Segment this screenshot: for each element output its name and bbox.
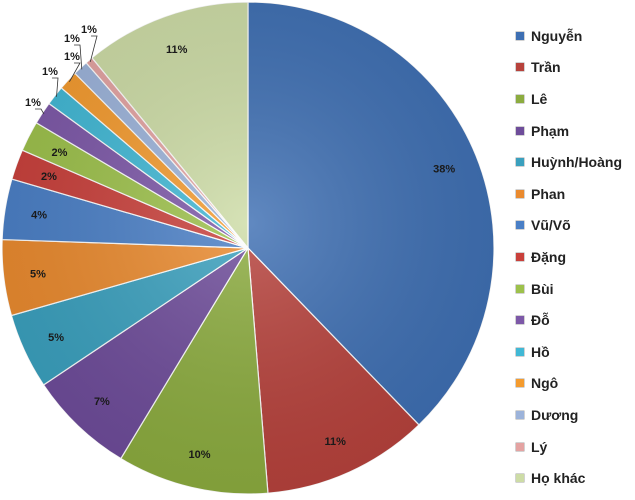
leader-line-ngo — [69, 62, 81, 82]
legend-item-pham: Phạm — [516, 115, 632, 147]
legend-item-phan: Phan — [516, 178, 632, 210]
legend-swatch — [516, 284, 524, 293]
legend-item-tran: Trần — [516, 52, 632, 84]
leader-line-do — [35, 108, 45, 115]
legend-swatch — [516, 252, 524, 261]
data-label-ho-khac: 11% — [166, 44, 188, 56]
legend-item-ho: Hồ — [516, 336, 632, 368]
legend-swatch — [516, 158, 524, 167]
legend-swatch — [516, 31, 524, 40]
legend-item-duong: Dương — [516, 399, 632, 431]
legend-item-ho-khac: Họ khác — [516, 462, 632, 494]
legend-swatch — [516, 94, 524, 103]
leader-line-ly — [89, 35, 98, 62]
leader-line-ho — [52, 77, 59, 97]
data-label-huynh-hoang: 5% — [48, 332, 64, 344]
data-label-duong: 1% — [64, 33, 80, 45]
legend-label: Huỳnh/Hoàng — [531, 154, 622, 171]
legend-label: Họ khác — [531, 470, 586, 487]
legend-label: Đặng — [531, 248, 566, 265]
legend-swatch — [516, 379, 524, 388]
data-label-phan: 5% — [30, 269, 46, 281]
legend-label: Lê — [531, 90, 548, 107]
legend-label: Đỗ — [531, 312, 550, 329]
legend-item-nguyen: Nguyễn — [516, 20, 632, 52]
data-label-vu-vo: 4% — [31, 209, 47, 221]
data-label-pham: 7% — [94, 396, 110, 408]
legend-swatch — [516, 474, 524, 483]
legend-item-le: Lê — [516, 83, 632, 115]
legend-swatch — [516, 189, 524, 198]
legend-item-vu-vo: Vũ/Võ — [516, 210, 632, 242]
legend-label: Lý — [531, 438, 548, 455]
data-label-bui: 2% — [52, 147, 68, 159]
legend-swatch — [516, 63, 524, 72]
legend-label: Ngô — [531, 375, 559, 392]
legend-label: Trần — [531, 59, 561, 76]
legend-item-dang: Đặng — [516, 241, 632, 273]
legend-swatch — [516, 442, 524, 451]
legend-swatch — [516, 221, 524, 230]
data-label-nguyen: 38% — [433, 164, 455, 176]
legend-swatch — [516, 316, 524, 325]
legend-label: Hồ — [531, 343, 550, 360]
legend-swatch — [516, 410, 524, 419]
legend-label: Vũ/Võ — [531, 217, 571, 234]
legend-swatch — [516, 347, 524, 356]
legend: Nguyễn Trần Lê Phạm Huỳnh/Hoàng Phan Vũ/Võ Đặng… — [516, 20, 632, 494]
data-label-le: 10% — [188, 449, 210, 461]
legend-label: Bùi — [531, 280, 554, 297]
data-label-do: 1% — [25, 97, 41, 109]
data-label-ly: 1% — [81, 24, 97, 36]
data-label-ho: 1% — [42, 66, 58, 78]
legend-item-ly: Lý — [516, 431, 632, 463]
legend-item-bui: Bùi — [516, 273, 632, 305]
legend-label: Dương — [531, 406, 579, 423]
data-label-dang: 2% — [41, 171, 57, 183]
legend-item-ngo: Ngô — [516, 368, 632, 400]
legend-swatch — [516, 126, 524, 135]
leader-line-duong — [74, 44, 83, 70]
data-label-ngo: 1% — [64, 51, 80, 63]
legend-item-huynh-hoang: Huỳnh/Hoàng — [516, 146, 632, 178]
legend-label: Phạm — [531, 122, 570, 139]
legend-label: Phan — [531, 185, 566, 202]
legend-item-do: Đỗ — [516, 304, 632, 336]
legend-label: Nguyễn — [531, 27, 583, 44]
pie-plot-area: 38%11%10%7%5%5%4%2%2%1%1%1%1%1%11% — [1, 1, 495, 495]
data-label-tran: 11% — [324, 436, 346, 448]
